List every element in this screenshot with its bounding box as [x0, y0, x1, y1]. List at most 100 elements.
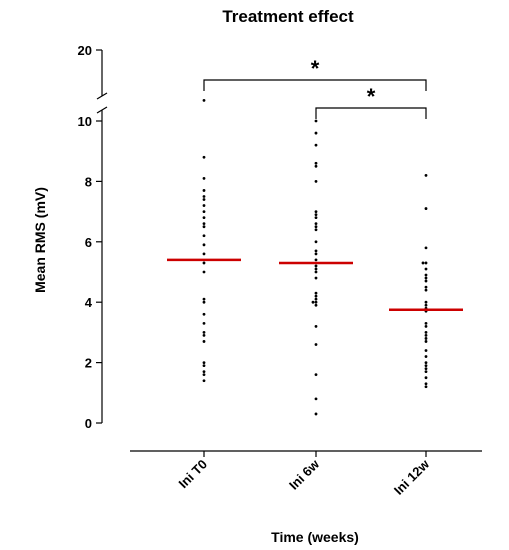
- data-point: [424, 288, 428, 292]
- data-point: [314, 131, 318, 135]
- data-point: [424, 367, 428, 371]
- y-tick-label: 2: [85, 356, 92, 371]
- data-point: [202, 300, 206, 304]
- data-point: [314, 324, 318, 328]
- data-point: [314, 397, 318, 401]
- data-point: [202, 234, 206, 238]
- x-tick-label: Ini T0: [176, 457, 211, 492]
- data-point: [424, 340, 428, 343]
- data-point: [424, 261, 428, 265]
- data-point: [202, 198, 206, 201]
- y-tick-label: 10: [78, 114, 92, 129]
- chart-title: Treatment effect: [222, 7, 354, 26]
- data-point: [202, 334, 206, 337]
- data-point: [314, 143, 318, 147]
- data-point: [314, 225, 318, 229]
- data-point: [314, 300, 318, 304]
- data-point: [424, 382, 428, 386]
- data-point: [424, 385, 428, 389]
- data-point: [424, 349, 428, 352]
- data-point: [314, 297, 318, 301]
- y-tick-label: 8: [85, 174, 92, 189]
- significance-star: *: [311, 56, 320, 81]
- data-point: [424, 173, 428, 177]
- data-point: [314, 213, 318, 217]
- data-point: [202, 379, 206, 383]
- data-point: [202, 210, 206, 214]
- significance-bracket: [315, 107, 427, 119]
- data-point: [421, 261, 425, 265]
- data-point: [424, 321, 428, 325]
- data-point: [202, 195, 206, 198]
- data-point: [314, 119, 318, 123]
- data-point: [424, 267, 428, 271]
- significance-star: *: [367, 84, 376, 109]
- data-point: [424, 300, 428, 304]
- data-point: [314, 216, 318, 220]
- axis-break-mark: [96, 106, 108, 114]
- y-tick-label: 6: [85, 235, 92, 250]
- axis-break-mark: [96, 92, 108, 100]
- data-point: [202, 252, 206, 256]
- data-point: [202, 222, 206, 226]
- data-point: [424, 246, 428, 250]
- data-point: [202, 155, 206, 159]
- data-point: [314, 222, 318, 226]
- data-point: [424, 279, 428, 283]
- data-point: [314, 180, 318, 183]
- data-point: [314, 240, 318, 244]
- data-point: [424, 331, 428, 334]
- data-point: [202, 361, 206, 364]
- data-point: [424, 303, 428, 307]
- data-point: [424, 285, 428, 289]
- data-point: [202, 99, 206, 102]
- data-point: [314, 228, 318, 232]
- data-point: [202, 189, 206, 192]
- data-point: [314, 258, 318, 262]
- data-point: [202, 176, 206, 180]
- data-point: [202, 312, 206, 316]
- data-point: [202, 270, 206, 274]
- data-point: [314, 276, 318, 280]
- data-point: [424, 364, 428, 368]
- data-point: [424, 273, 428, 277]
- data-point: [424, 324, 428, 328]
- x-tick-label: Ini 6w: [286, 456, 323, 493]
- data-point: [314, 270, 318, 274]
- data-point: [202, 331, 206, 334]
- data-point: [424, 361, 428, 364]
- data-point: [424, 376, 428, 380]
- data-point: [202, 216, 206, 220]
- data-point: [424, 355, 428, 358]
- data-point: [314, 343, 318, 346]
- data-point: [314, 412, 318, 416]
- data-point: [202, 370, 206, 374]
- data-point: [314, 267, 318, 271]
- data-point: [311, 300, 315, 304]
- data-point: [202, 340, 206, 343]
- data-point: [314, 294, 318, 298]
- data-point: [314, 210, 318, 214]
- data-point: [314, 252, 318, 256]
- data-point: [314, 264, 318, 268]
- data-point: [424, 334, 428, 337]
- data-point: [424, 207, 428, 210]
- y-tick-label: 0: [85, 416, 92, 431]
- data-point: [314, 373, 318, 377]
- data-point: [202, 261, 206, 265]
- significance-bracket: [203, 79, 427, 91]
- data-point: [202, 364, 206, 368]
- x-tick-label: Ini 12w: [391, 456, 433, 498]
- data-point: [202, 321, 206, 325]
- data-point: [202, 373, 206, 377]
- y-axis-label: Mean RMS (mV): [32, 187, 48, 293]
- data-point: [314, 164, 318, 168]
- y-tick-label: 4: [85, 295, 93, 310]
- data-point: [424, 370, 428, 374]
- data-point: [314, 291, 318, 295]
- data-point: [202, 204, 206, 207]
- data-point: [202, 243, 206, 247]
- data-point: [314, 249, 318, 253]
- data-point: [202, 297, 206, 301]
- data-point: [202, 225, 206, 229]
